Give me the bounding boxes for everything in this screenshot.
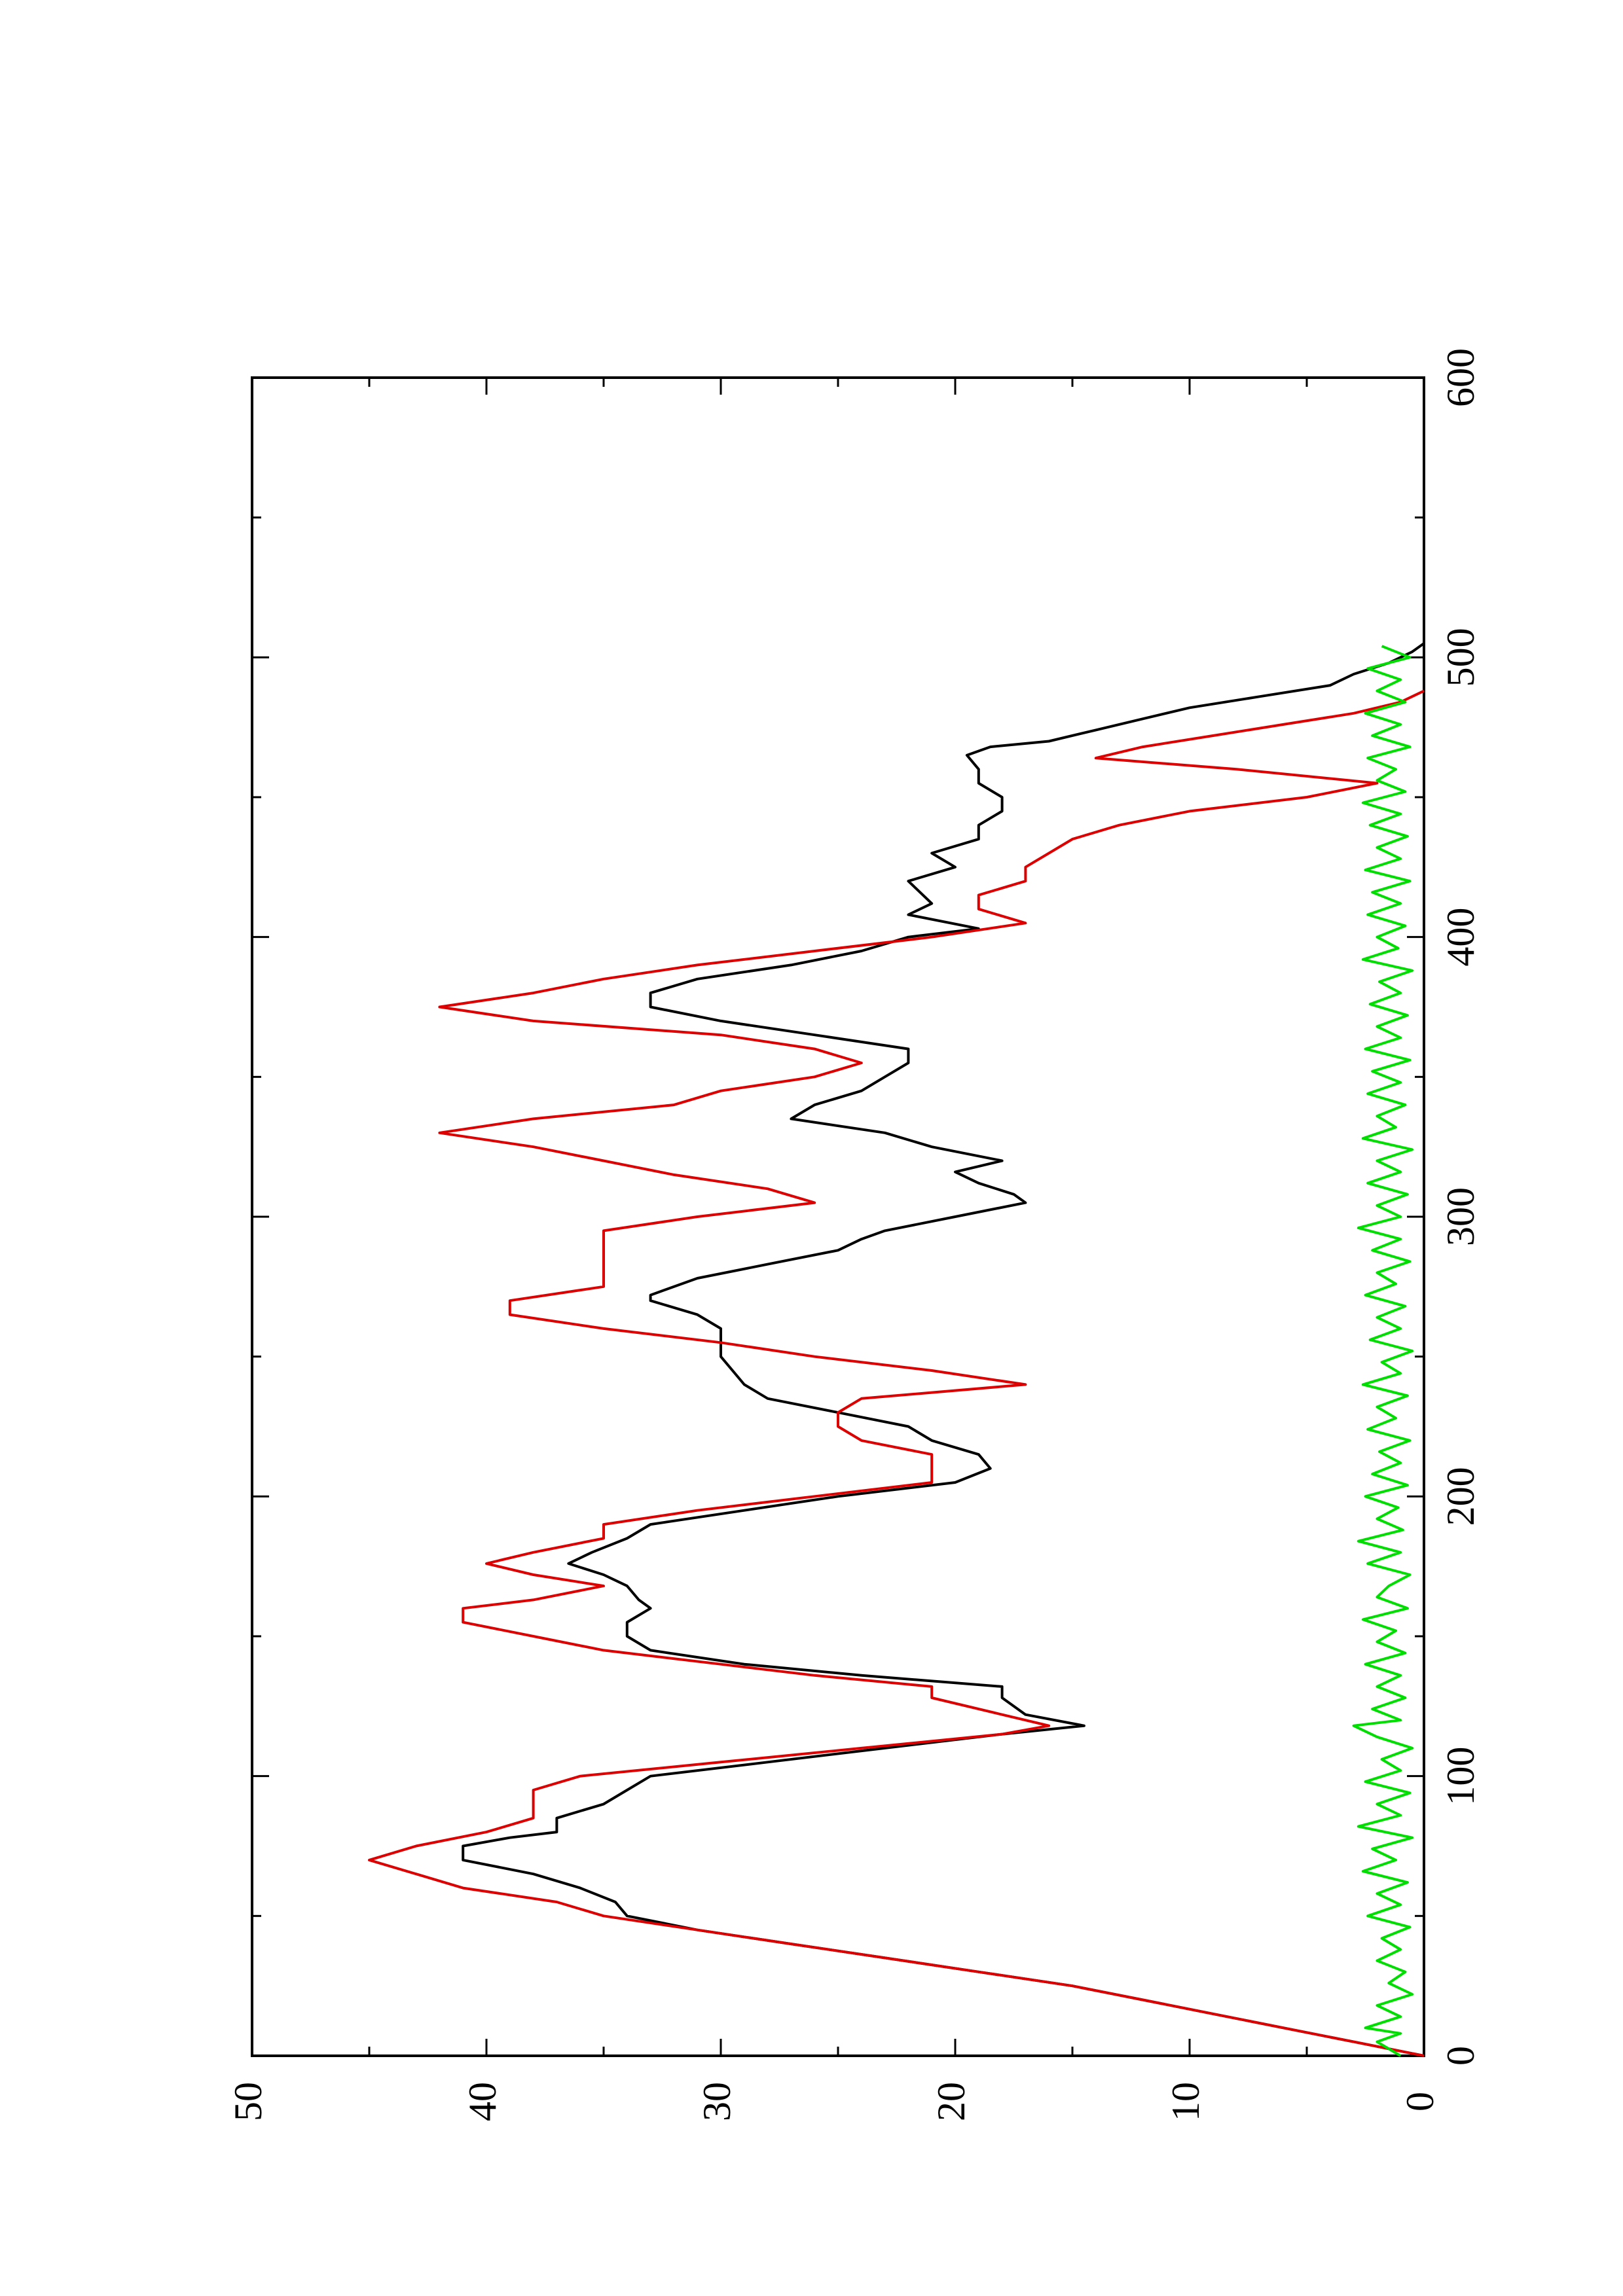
y-tick-label: 0: [1398, 2092, 1442, 2111]
x-tick-label: 0: [1439, 2046, 1482, 2066]
plot-frame: [251, 376, 1425, 2057]
y-tick-label: 30: [695, 2082, 739, 2121]
x-axis: 0 100 200 300 400 500 600: [252, 348, 1482, 2066]
series-line-2: [368, 689, 1425, 2057]
y-tick-label: 40: [461, 2082, 504, 2121]
x-tick-label: 200: [1439, 1467, 1482, 1526]
x-tick-label: 600: [1439, 348, 1482, 407]
x-tick-label: 100: [1439, 1747, 1482, 1806]
x-tick-label: 500: [1439, 628, 1482, 687]
series-line-3: [1352, 645, 1414, 2057]
x-tick-label: 400: [1439, 908, 1482, 967]
series-line-1: [462, 642, 1425, 2057]
y-tick-label: 20: [930, 2082, 973, 2121]
series-layer: [368, 642, 1425, 2057]
y-tick-label: 50: [227, 2082, 270, 2121]
x-tick-label: 300: [1439, 1187, 1482, 1246]
y-axis: 0 10 20 30 40 50: [227, 378, 1442, 2121]
y-tick-label: 10: [1164, 2082, 1207, 2121]
